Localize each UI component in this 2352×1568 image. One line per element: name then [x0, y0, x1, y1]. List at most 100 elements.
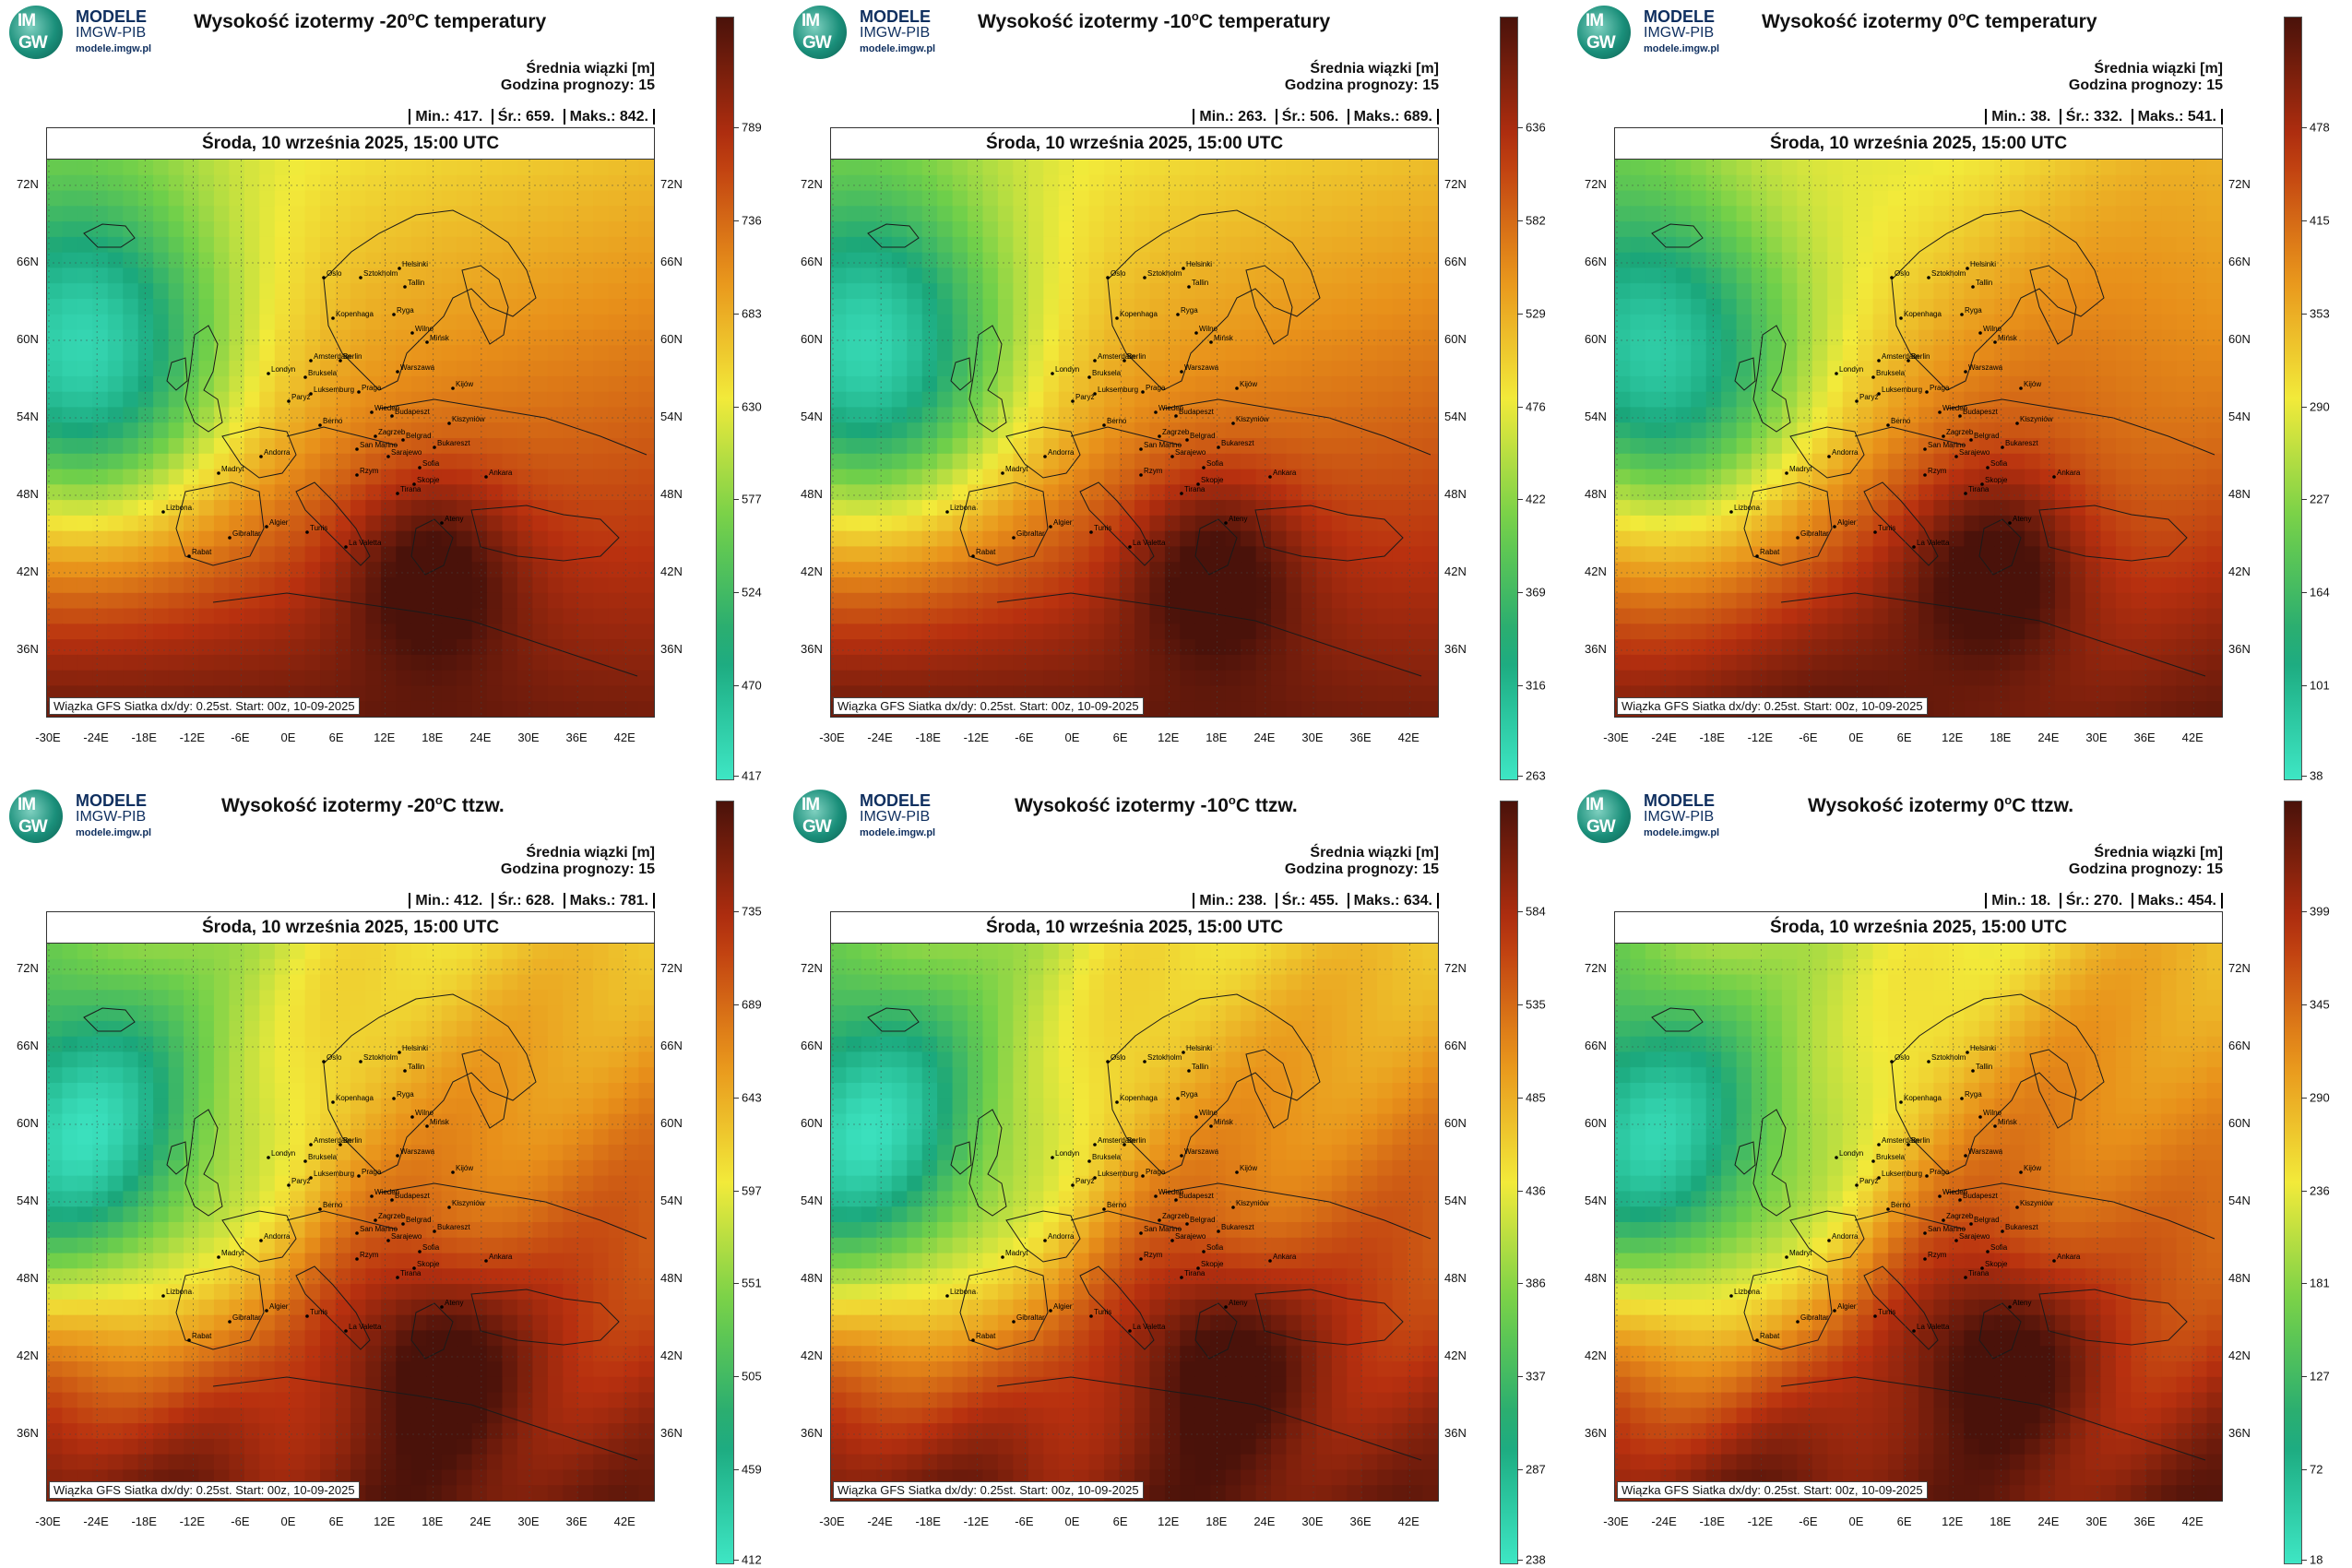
colorbar-tick-label: 597	[742, 1183, 762, 1198]
coastline	[212, 1376, 638, 1461]
city-marker	[1139, 1231, 1143, 1235]
colorbar-tick-label: 485	[1526, 1090, 1546, 1105]
lon-label: -18E	[1699, 731, 1725, 744]
colorbar	[2284, 17, 2302, 780]
lon-label: 36E	[1349, 1515, 1372, 1528]
city-label: Belgrad	[1190, 432, 1216, 440]
stat-max: 781.	[619, 893, 648, 909]
imgw-logo-icon: IM GW	[1577, 6, 1631, 59]
city-marker	[1102, 423, 1106, 427]
city-marker	[1855, 399, 1859, 403]
city-label: Wilno	[1983, 1109, 2002, 1117]
city-label: Tunis	[1878, 524, 1895, 532]
coastline	[1863, 481, 1939, 566]
coastline	[959, 1265, 1049, 1350]
imgw-logo: IM GW MODELE IMGW-PIB modele.imgw.pl	[9, 790, 175, 845]
colorbar-tick-label: 417	[742, 768, 762, 783]
city-label: Berlin	[1911, 1136, 1930, 1145]
lon-label: -24E	[1651, 1515, 1677, 1528]
map-area: Środa, 10 września 2025, 15:00 UTC Oslo S…	[1614, 911, 2223, 1502]
colorbar-tick	[2301, 127, 2307, 128]
info-ensemble-mean: Średnia wiązki [m]	[526, 845, 655, 861]
colorbar-tick-label: 735	[742, 904, 762, 919]
panel-info: Średnia wiązki [m] Godzina prognozy: 15	[1285, 61, 1439, 94]
lon-label: 18E	[1206, 731, 1228, 744]
colorbar-tick-label: 290	[2310, 399, 2330, 414]
colorbar-tick	[733, 220, 739, 221]
city-label: Gibraltar	[1016, 1313, 1045, 1322]
city-label: Algier	[1053, 518, 1073, 527]
colorbar-tick	[2301, 499, 2307, 501]
panel-stats: Min.: 412. Śr.: 628. Maks.: 781.	[409, 893, 655, 909]
city-label: Paryż	[1859, 1177, 1878, 1185]
city-label: Helsinki	[1186, 1044, 1212, 1052]
city-marker	[1890, 276, 1894, 279]
colorbar-tick	[1517, 1004, 1523, 1005]
city-label: Rabat	[976, 1332, 996, 1340]
lon-label: -18E	[1699, 1515, 1725, 1528]
coastline	[867, 1007, 920, 1032]
isotherm-map: Oslo Sztokholm Helsinki Tallin Ryga Kopenhaga…	[47, 944, 654, 1501]
city-label: San Marino	[1144, 441, 1182, 449]
city-label: La Valetta	[349, 539, 382, 547]
colorbar-tick-label: 101	[2310, 678, 2330, 693]
lat-label-right: 72N	[1444, 961, 1467, 975]
lon-label: -24E	[1651, 731, 1677, 744]
city-marker	[1012, 536, 1016, 540]
lat-label-right: 66N	[1444, 1039, 1467, 1052]
city-marker	[1139, 473, 1143, 477]
colorbar-tick-label: 399	[2310, 904, 2330, 919]
lat-label-left: 48N	[1585, 1271, 1607, 1285]
city-label: Ankara	[2057, 1253, 2081, 1261]
city-marker	[344, 545, 348, 549]
city-label: Belgrad	[406, 1216, 432, 1224]
city-label: Sarajewo	[1175, 448, 1206, 457]
imgw-logo: IM GW MODELE IMGW-PIB modele.imgw.pl	[1577, 6, 1743, 61]
panel-title: Wysokość izotermy 0oC temperatury	[1762, 9, 2097, 32]
city-marker	[1202, 466, 1206, 469]
stat-max: 541.	[2187, 109, 2216, 125]
lat-label-right: 72N	[1444, 177, 1467, 191]
city-marker	[1185, 1222, 1189, 1226]
city-label: Tirana	[1968, 1269, 1990, 1277]
city-marker	[228, 1320, 232, 1324]
lat-label-right: 48N	[2228, 1271, 2251, 1285]
city-label: Madryt	[1789, 1249, 1812, 1257]
lat-label-right: 60N	[660, 1116, 683, 1130]
city-marker	[1833, 525, 1836, 529]
imgw-logo: IM GW MODELE IMGW-PIB modele.imgw.pl	[793, 790, 959, 845]
city-label: Tallin	[1976, 279, 1992, 287]
city-marker	[1964, 370, 1967, 374]
colorbar-tick-label: 412	[742, 1552, 762, 1567]
model-footer: Wiązka GFS Siatka dx/dy: 0.25st. Start: …	[833, 1481, 1144, 1499]
coastline	[83, 223, 136, 248]
city-marker	[1141, 1174, 1145, 1178]
city-label: Paryż	[1075, 1177, 1094, 1185]
colorbar-tick-label: 164	[2310, 585, 2330, 600]
lon-label: 0E	[280, 731, 296, 744]
city-label: La Valetta	[349, 1323, 382, 1331]
city-label: Wiedeń	[374, 1188, 399, 1196]
lon-label: 24E	[1253, 731, 1276, 744]
city-marker	[1871, 1159, 1875, 1163]
stat-mean: 332.	[2094, 109, 2123, 125]
panel-stats: Min.: 38. Śr.: 332. Maks.: 541.	[1985, 109, 2223, 125]
coastline	[323, 993, 537, 1175]
city-marker	[217, 471, 220, 475]
city-label: Tunis	[310, 1308, 327, 1316]
city-marker	[322, 276, 326, 279]
city-marker	[1923, 447, 1927, 451]
imgw-logo-icon: IM GW	[9, 790, 63, 843]
city-marker	[1170, 1239, 1174, 1242]
city-marker	[1115, 316, 1119, 320]
colorbar-tick-label: 551	[742, 1276, 762, 1290]
city-marker	[1043, 1239, 1047, 1242]
coastline	[1162, 1182, 1431, 1240]
city-marker	[1925, 1174, 1929, 1178]
info-ensemble-mean: Średnia wiązki [m]	[2094, 61, 2223, 77]
lat-label-left: 60N	[801, 332, 823, 346]
stat-mean: 455.	[1310, 893, 1339, 909]
city-label: Tunis	[1094, 1308, 1111, 1316]
city-marker	[1106, 1060, 1110, 1063]
city-label: Rzym	[1928, 1251, 1947, 1259]
